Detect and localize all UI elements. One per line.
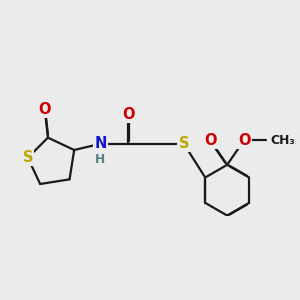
Text: O: O <box>238 133 250 148</box>
Text: H: H <box>95 153 106 166</box>
Text: S: S <box>22 150 33 165</box>
Text: O: O <box>204 133 216 148</box>
Text: O: O <box>122 107 134 122</box>
Text: N: N <box>94 136 106 151</box>
Text: O: O <box>39 102 51 117</box>
Text: S: S <box>178 136 189 151</box>
Text: CH₃: CH₃ <box>270 134 295 147</box>
